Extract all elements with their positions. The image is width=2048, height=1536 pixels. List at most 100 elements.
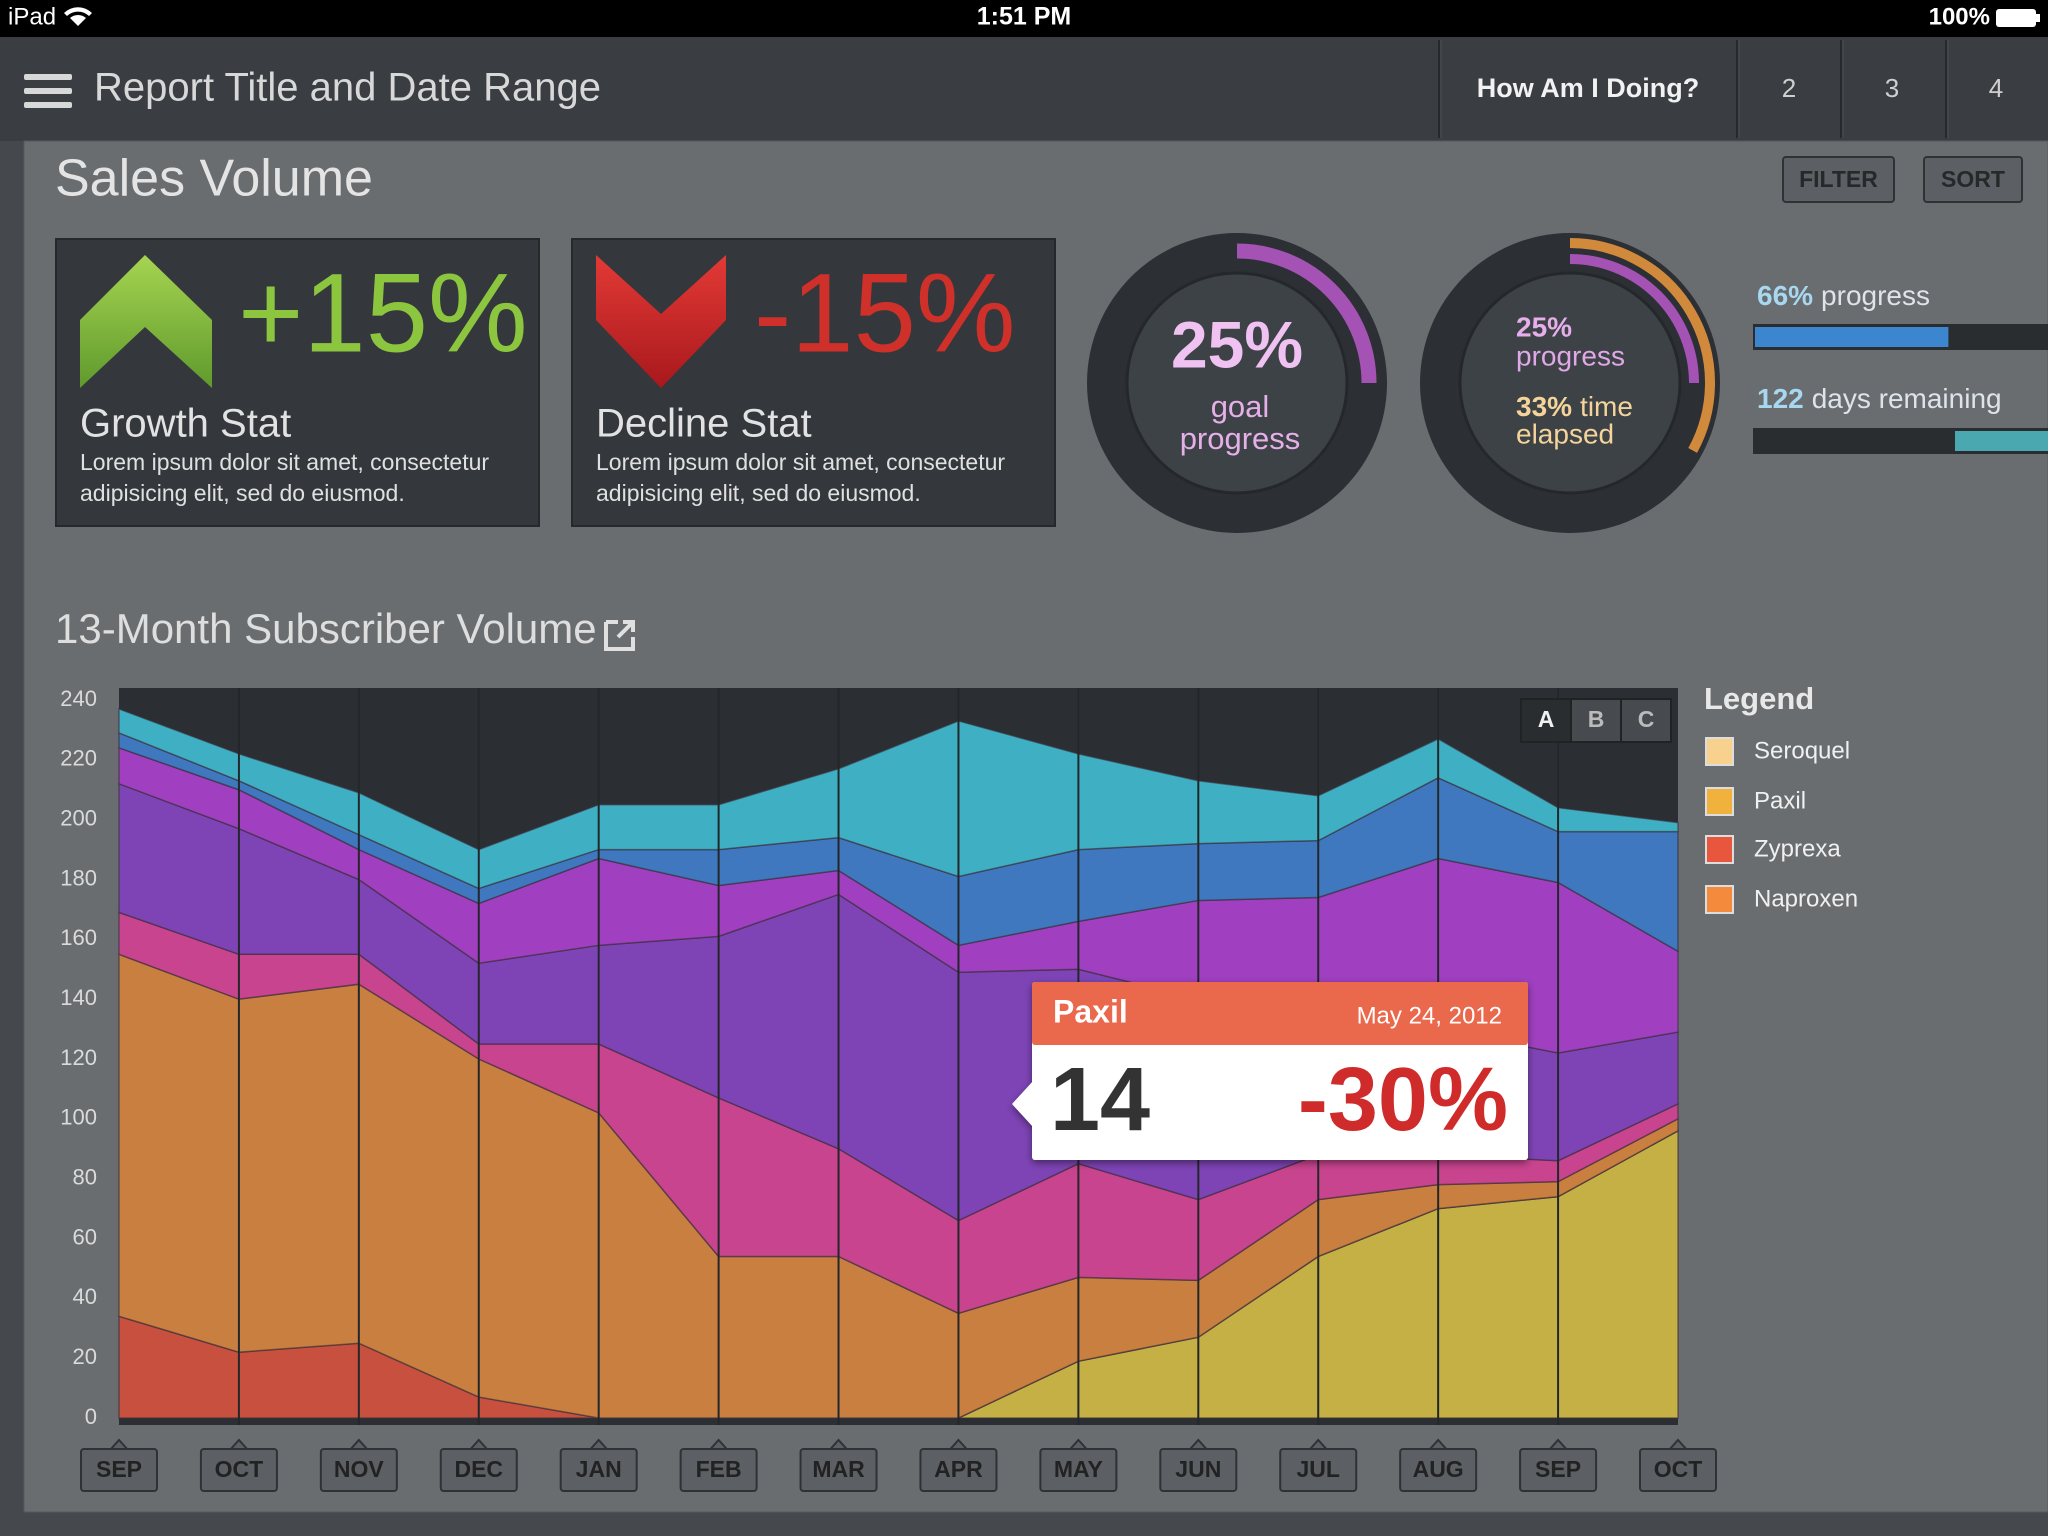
y-tick-label: 120 bbox=[60, 1045, 97, 1070]
x-tick-label: AUG bbox=[1413, 1456, 1464, 1482]
month-button[interactable] bbox=[679, 1448, 758, 1492]
stat-text: adipisicing elit, sed do eiusmod. bbox=[80, 480, 405, 506]
bar-text: days remaining bbox=[1812, 383, 2002, 414]
battery-tip bbox=[2036, 14, 2040, 22]
x-tick-label: FEB bbox=[696, 1456, 742, 1482]
legend-label: Seroquel bbox=[1754, 737, 1850, 764]
x-tick-label: OCT bbox=[215, 1456, 264, 1482]
y-tick-label: 220 bbox=[60, 746, 97, 771]
stat-title: Growth Stat bbox=[80, 402, 291, 446]
tooltip-date: May 24, 2012 bbox=[1357, 1002, 1502, 1029]
y-tick-label: 140 bbox=[60, 985, 97, 1010]
y-tick-label: 200 bbox=[60, 805, 97, 830]
ring-value: 25% bbox=[1171, 307, 1303, 381]
legend-swatch bbox=[1705, 835, 1734, 864]
ring-value-row: 33% time bbox=[1516, 391, 1633, 422]
stat-value: -15% bbox=[754, 251, 1015, 376]
ring-value: 25% bbox=[1516, 311, 1572, 342]
tooltip-header bbox=[1032, 982, 1528, 1045]
x-tick-label: SEP bbox=[1535, 1456, 1581, 1482]
y-tick-label: 80 bbox=[73, 1164, 97, 1189]
month-button[interactable] bbox=[919, 1448, 998, 1492]
status-bar bbox=[0, 0, 2048, 37]
view-option-label: B bbox=[1588, 706, 1605, 732]
view-option-label: C bbox=[1638, 706, 1655, 732]
legend-label: Naproxen bbox=[1754, 885, 1858, 912]
stat-title: Decline Stat bbox=[596, 402, 812, 446]
bar-value: 66% bbox=[1757, 280, 1813, 311]
tooltip-pointer bbox=[1012, 1080, 1034, 1128]
legend-label: Paxil bbox=[1754, 787, 1806, 814]
x-tick-label: MAY bbox=[1054, 1456, 1103, 1482]
month-button[interactable] bbox=[1039, 1448, 1118, 1492]
chart-title: 13-Month Subscriber Volume bbox=[55, 605, 597, 652]
bar-label: 122 days remaining bbox=[1757, 383, 2002, 414]
ring-label: elapsed bbox=[1516, 418, 1614, 449]
button[interactable] bbox=[1782, 156, 1895, 203]
header-bar bbox=[0, 37, 2048, 141]
view-option[interactable] bbox=[1520, 698, 1572, 743]
month-button[interactable] bbox=[199, 1448, 278, 1492]
ring-label: progress bbox=[1516, 340, 1625, 371]
y-tick-label: 60 bbox=[73, 1224, 97, 1249]
y-tick-label: 40 bbox=[73, 1284, 97, 1309]
month-button[interactable] bbox=[1279, 1448, 1358, 1492]
y-tick-label: 0 bbox=[85, 1404, 97, 1429]
stat-text: Lorem ipsum dolor sit amet, consectetur bbox=[596, 449, 1005, 475]
tab[interactable]: 3 bbox=[1885, 73, 1899, 103]
month-button[interactable] bbox=[1399, 1448, 1478, 1492]
button[interactable] bbox=[1923, 156, 2023, 203]
menu-line bbox=[24, 88, 72, 94]
stat-text: adipisicing elit, sed do eiusmod. bbox=[596, 480, 921, 506]
ring-label: goal bbox=[1211, 389, 1270, 424]
month-button[interactable] bbox=[1639, 1448, 1717, 1492]
menu-line bbox=[24, 102, 72, 108]
ring-face bbox=[1458, 271, 1682, 495]
wifi-icon bbox=[64, 7, 92, 26]
ring-face bbox=[1125, 271, 1349, 495]
report-title: Report Title and Date Range bbox=[94, 66, 601, 110]
device-label: iPad bbox=[8, 3, 56, 30]
bar-fill bbox=[1755, 327, 1949, 347]
month-button[interactable] bbox=[1519, 1448, 1598, 1492]
stat-value: +15% bbox=[238, 251, 528, 376]
month-button[interactable] bbox=[319, 1448, 398, 1492]
month-button[interactable] bbox=[439, 1448, 518, 1492]
month-button[interactable] bbox=[80, 1448, 158, 1492]
x-tick-label: SEP bbox=[96, 1456, 142, 1482]
month-button[interactable] bbox=[559, 1448, 638, 1492]
y-tick-label: 20 bbox=[73, 1344, 97, 1369]
ring-arc bbox=[1236, 243, 1377, 384]
ring-label: time bbox=[1580, 391, 1633, 422]
x-tick-label: APR bbox=[934, 1456, 983, 1482]
area-layer bbox=[118, 707, 1679, 890]
menu-icon[interactable] bbox=[24, 74, 72, 108]
panel-title: Sales Volume bbox=[55, 150, 373, 208]
legend-swatch bbox=[1705, 737, 1734, 766]
tab[interactable]: 2 bbox=[1782, 73, 1796, 103]
stat-card bbox=[571, 238, 1056, 527]
x-tick-label: NOV bbox=[334, 1456, 385, 1482]
y-tick-label: 100 bbox=[60, 1105, 97, 1130]
tab[interactable]: 4 bbox=[1989, 73, 2003, 103]
battery-icon bbox=[1996, 9, 2036, 27]
content: iPad 1:51 PM 100% Report Title and Date Ran… bbox=[8, 3, 2048, 1492]
stat-text: Lorem ipsum dolor sit amet, consectetur bbox=[80, 449, 489, 475]
tooltip-value: 14 bbox=[1050, 1050, 1150, 1150]
ring-arc bbox=[1569, 238, 1715, 453]
bar-label: 66% progress bbox=[1757, 280, 1930, 311]
month-button[interactable] bbox=[1159, 1448, 1238, 1492]
month-button[interactable] bbox=[799, 1448, 878, 1492]
tab[interactable]: How Am I Doing? bbox=[1477, 73, 1699, 103]
menu-line bbox=[24, 74, 72, 80]
bar-remaining bbox=[1955, 431, 2048, 451]
legend-title: Legend bbox=[1704, 681, 1814, 716]
button-label: SORT bbox=[1941, 166, 2005, 192]
x-tick-label: DEC bbox=[454, 1456, 503, 1482]
bar-text: progress bbox=[1821, 280, 1930, 311]
view-option[interactable] bbox=[1620, 698, 1672, 743]
growth-arrow bbox=[80, 255, 212, 388]
ring-arc bbox=[1569, 254, 1699, 384]
